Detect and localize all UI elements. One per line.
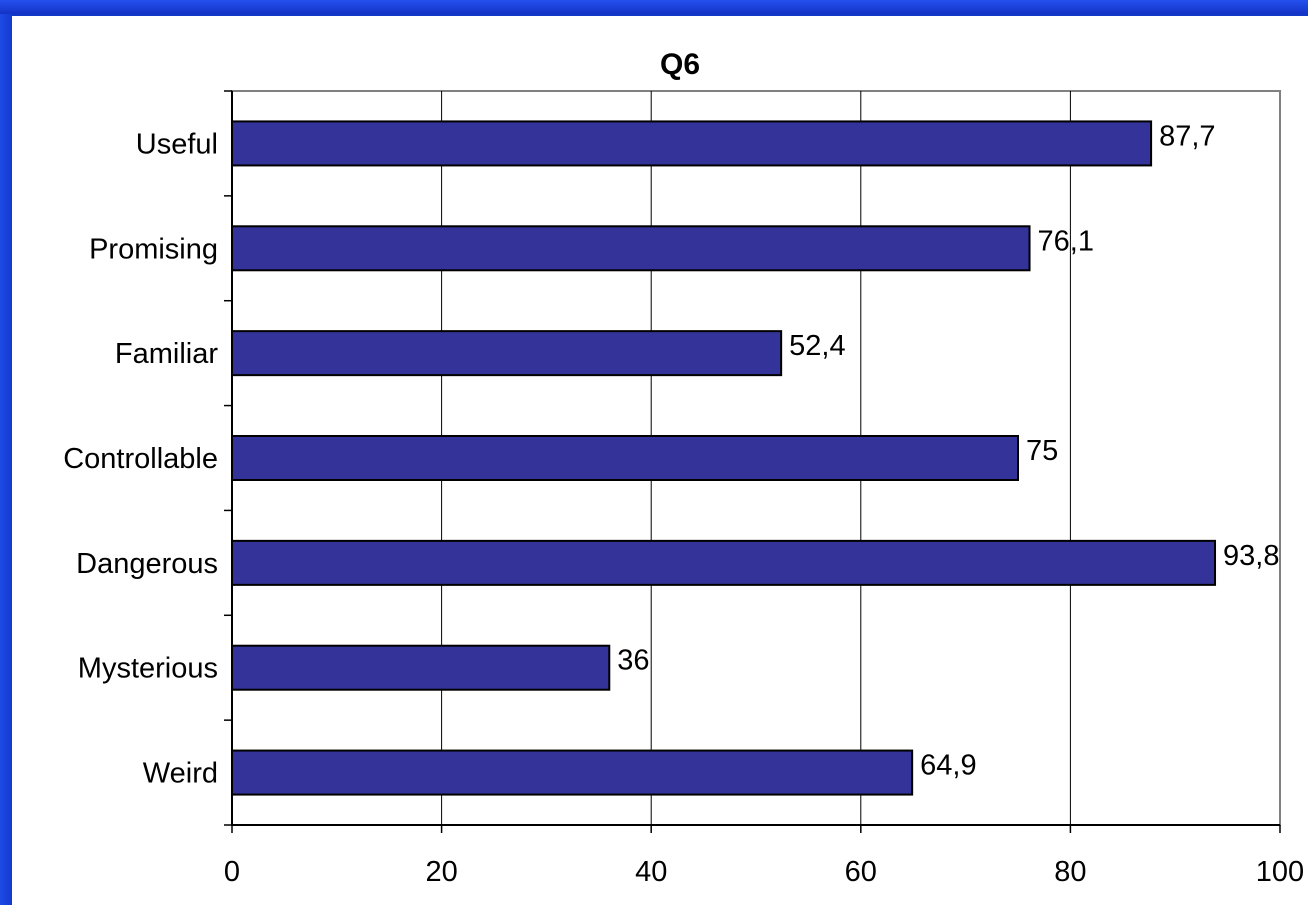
x-tick-label: 100 <box>1256 856 1304 888</box>
x-tick-label: 20 <box>425 856 457 888</box>
category-label: Weird <box>143 758 218 790</box>
category-label: Controllable <box>63 443 218 475</box>
data-label: 64,9 <box>920 750 976 782</box>
category-label: Familiar <box>115 338 218 370</box>
bar-controllable <box>231 435 1019 481</box>
bar-useful <box>231 120 1153 167</box>
bar-chart: Q6 0 20 40 60 80 100 Useful 87,7 Promising 76,1 Fa… <box>63 48 1304 888</box>
axes <box>224 90 1281 833</box>
bar-promising <box>231 225 1031 272</box>
x-tick-label: 0 <box>224 856 240 888</box>
category-label: Mysterious <box>78 653 218 685</box>
bar-weird <box>231 749 914 796</box>
slide-top-bar <box>0 0 1308 14</box>
category-label: Promising <box>89 233 218 265</box>
category-label: Useful <box>136 128 218 160</box>
bar-dangerous <box>231 539 1217 586</box>
bar-mysterious <box>231 644 611 691</box>
bars <box>231 120 1217 796</box>
data-label: 52,4 <box>789 330 845 362</box>
chart-title: Q6 <box>660 48 700 81</box>
x-tick-label: 40 <box>635 856 667 888</box>
category-label: Dangerous <box>76 548 218 580</box>
data-label: 76,1 <box>1038 225 1094 257</box>
chart-panel: Q6 0 20 40 60 80 100 Useful 87,7 Promising 76,1 Fa… <box>12 16 1308 905</box>
data-label: 36 <box>617 645 649 677</box>
x-tick-label: 60 <box>845 856 877 888</box>
data-label: 93,8 <box>1223 540 1279 572</box>
bar-familiar <box>231 330 783 377</box>
x-tick-label: 80 <box>1054 856 1086 888</box>
labels: 0 20 40 60 80 100 Useful 87,7 Promising 76,1 Famil… <box>63 120 1304 888</box>
data-label: 87,7 <box>1159 120 1215 152</box>
data-label: 75 <box>1026 435 1058 467</box>
